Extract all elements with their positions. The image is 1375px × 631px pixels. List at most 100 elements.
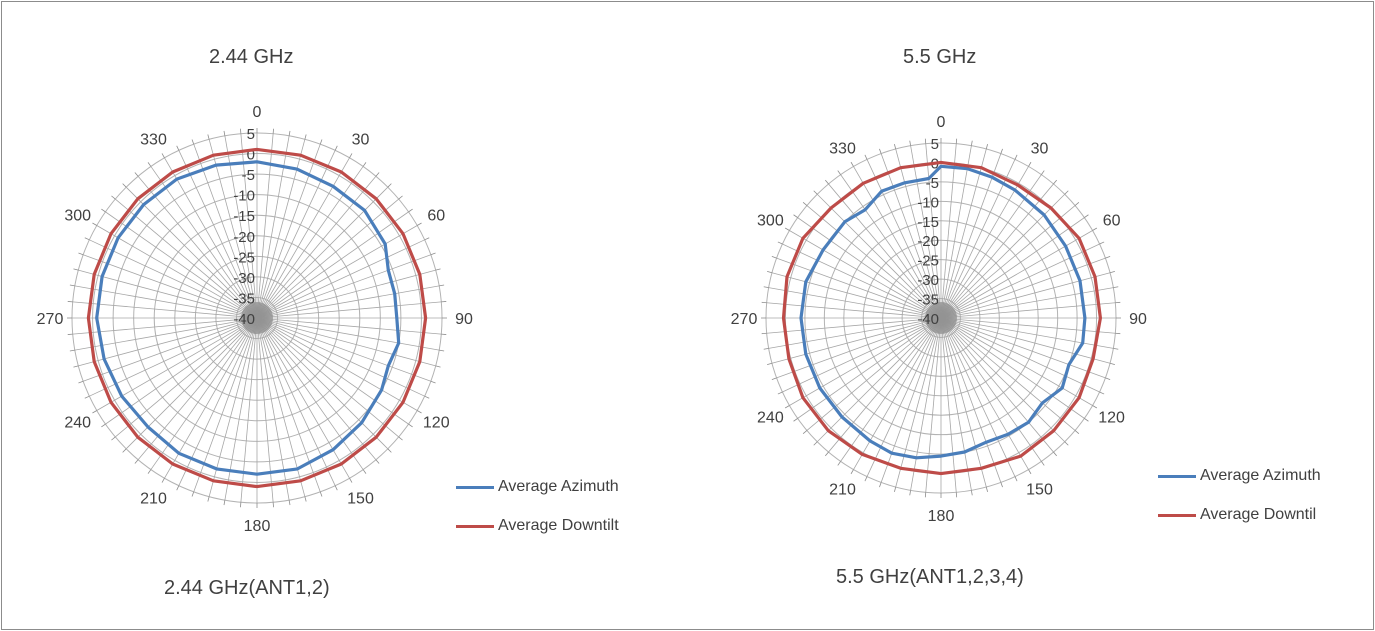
rim-tick xyxy=(1064,441,1069,446)
grid-spoke xyxy=(940,317,1085,419)
legend-left: Average Azimuth Average Downtilt xyxy=(456,476,619,554)
radial-tick-label: -10 xyxy=(917,194,939,211)
grid-spoke xyxy=(96,317,258,411)
angle-tick-label: 270 xyxy=(731,311,758,328)
grid-spoke xyxy=(853,317,942,470)
angle-tick-label: 30 xyxy=(352,132,370,149)
radial-tick-label: -30 xyxy=(917,272,939,289)
radial-tick-label: -25 xyxy=(233,249,255,266)
grid-spoke xyxy=(256,144,321,319)
rim-tick xyxy=(207,496,210,502)
rim-tick xyxy=(1099,241,1105,245)
rim-tick xyxy=(147,469,152,474)
grid-spoke xyxy=(771,272,942,319)
radial-tick-label: -20 xyxy=(233,229,255,246)
grid-spoke xyxy=(768,317,942,349)
radial-tick-label: -30 xyxy=(233,270,255,287)
grid-spoke xyxy=(178,150,258,319)
legend-label-downtilt: Average Downtilt xyxy=(498,517,619,534)
grid-spoke xyxy=(940,230,1093,319)
rim-tick xyxy=(101,208,106,213)
rim-tick xyxy=(894,486,897,492)
grid-spoke xyxy=(940,205,1076,319)
grid-spoke xyxy=(768,287,942,319)
angle-tick-label: 150 xyxy=(1026,482,1053,499)
rim-tick xyxy=(784,405,790,409)
rim-tick xyxy=(802,201,808,206)
angle-tick-label: 330 xyxy=(140,132,167,149)
rim-tick xyxy=(304,134,307,140)
rim-tick xyxy=(850,161,854,167)
grid-spoke xyxy=(256,150,336,319)
grid-spoke xyxy=(782,317,942,393)
grid-spoke xyxy=(256,317,350,479)
radial-tick-label: -25 xyxy=(917,253,939,270)
rim-tick xyxy=(334,485,338,491)
grid-spoke xyxy=(940,317,1054,453)
rim-tick xyxy=(1109,271,1115,274)
grid-spoke xyxy=(940,317,1100,393)
rim-tick xyxy=(439,284,445,287)
grid-spoke xyxy=(72,317,258,335)
angle-tick-label: 270 xyxy=(37,311,64,328)
chart-title-right: 5.5 GHz xyxy=(903,46,977,68)
rim-tick xyxy=(1109,362,1115,365)
rim-tick xyxy=(1028,161,1032,167)
rim-tick xyxy=(176,485,180,491)
grid-spoke xyxy=(78,317,258,367)
rim-tick xyxy=(970,490,973,496)
rim-tick xyxy=(375,172,380,177)
rim-tick xyxy=(430,380,436,384)
radial-tick-label: 5 xyxy=(931,136,939,153)
grid-spoke xyxy=(256,225,418,319)
grid-spoke xyxy=(256,317,306,497)
rim-tick xyxy=(1105,377,1111,380)
rim-tick xyxy=(1084,418,1089,422)
rim-tick xyxy=(147,162,152,167)
angle-tick-label: 300 xyxy=(757,213,784,230)
rim-tick xyxy=(362,469,367,474)
rim-tick xyxy=(864,154,868,160)
grid-spoke xyxy=(940,166,1029,319)
series-line-azimuth xyxy=(799,164,1087,460)
rim-tick xyxy=(802,430,808,435)
rim-tick xyxy=(288,130,291,136)
grid-spoke xyxy=(797,217,942,319)
series-line-downtilt xyxy=(781,160,1102,476)
rim-tick xyxy=(1053,179,1058,185)
grid-spoke xyxy=(256,176,377,319)
rim-tick xyxy=(191,491,195,497)
rim-tick xyxy=(864,476,868,482)
grid-spoke xyxy=(789,317,942,406)
rim-tick xyxy=(763,286,769,289)
rim-tick xyxy=(78,252,84,256)
grid-spoke xyxy=(940,317,1016,477)
grid-spoke xyxy=(256,254,431,319)
grid-spoke xyxy=(940,243,1100,319)
legend-swatch-downtil xyxy=(1158,513,1196,517)
legend-label-azimuth: Average Azimuth xyxy=(498,478,619,495)
rim-tick xyxy=(1113,286,1119,289)
grid-spoke xyxy=(115,198,258,319)
grid-spoke xyxy=(895,148,942,319)
rim-tick xyxy=(111,195,116,200)
legend-item-azimuth: Average Azimuth xyxy=(456,476,619,498)
grid-spoke xyxy=(208,139,258,319)
angle-tick-label: 240 xyxy=(757,410,784,427)
grid-spoke xyxy=(940,317,1042,462)
grid-spoke xyxy=(880,153,942,319)
grid-spoke xyxy=(766,302,942,319)
radial-tick-label: -35 xyxy=(917,292,939,309)
grid-spoke xyxy=(256,317,418,411)
grid-spoke xyxy=(125,186,258,319)
grid-spoke xyxy=(782,243,942,319)
rim-tick xyxy=(771,377,777,380)
rim-tick xyxy=(375,459,380,464)
rim-tick xyxy=(1014,476,1018,482)
rim-tick xyxy=(92,222,97,226)
radial-tick-label: 5 xyxy=(247,126,255,143)
rim-tick xyxy=(909,140,912,146)
grid-spoke xyxy=(925,143,942,319)
rim-tick xyxy=(207,134,210,140)
